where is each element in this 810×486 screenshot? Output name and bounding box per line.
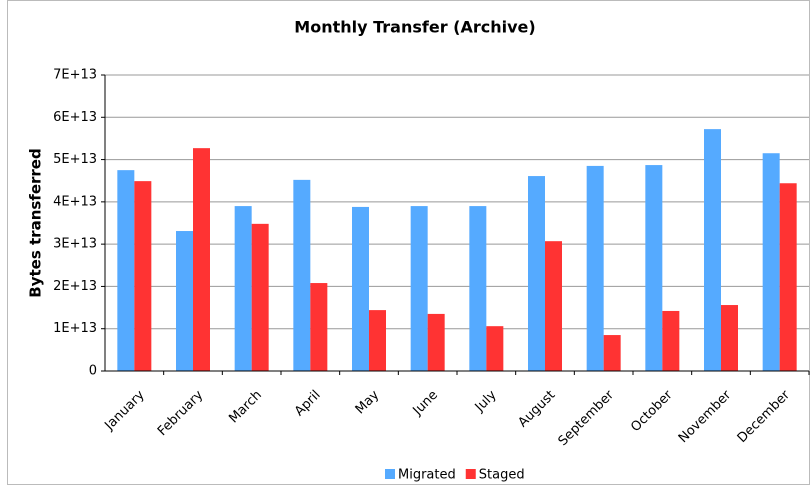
bar xyxy=(645,165,663,371)
bar xyxy=(410,206,428,371)
bar xyxy=(251,223,269,371)
x-tick-label: October xyxy=(628,387,676,435)
y-tick-label: 3E+13 xyxy=(53,237,97,252)
bar xyxy=(586,165,604,371)
x-tick-label: February xyxy=(155,387,207,439)
y-tick-label: 1E+13 xyxy=(53,321,97,336)
bar xyxy=(662,310,680,371)
bar xyxy=(369,310,386,371)
y-axis-label: Bytes transferred xyxy=(27,148,45,297)
y-tick-label: 6E+13 xyxy=(53,110,97,125)
y-tick-label: 5E+13 xyxy=(53,152,97,167)
y-tick-label: 4E+13 xyxy=(53,194,97,209)
x-tick-label: May xyxy=(353,387,383,417)
bar xyxy=(193,148,210,371)
bar xyxy=(176,231,193,371)
x-tick-label: March xyxy=(226,388,265,427)
y-tick-label: 7E+13 xyxy=(53,68,97,83)
bar xyxy=(310,283,328,371)
bar xyxy=(528,176,545,371)
chart-title: Monthly Transfer (Archive) xyxy=(294,18,535,37)
x-tick-label: June xyxy=(410,388,441,419)
x-tick-label: December xyxy=(735,387,794,446)
bar xyxy=(293,179,311,371)
bar xyxy=(117,170,135,371)
x-tick-label: April xyxy=(292,388,324,420)
bar xyxy=(762,153,780,371)
bar xyxy=(603,335,621,371)
bar xyxy=(469,206,487,371)
bar xyxy=(234,206,252,371)
legend-swatch xyxy=(465,469,476,479)
x-tick-label: November xyxy=(676,387,735,446)
bar xyxy=(721,305,738,371)
y-tick-label: 2E+13 xyxy=(53,279,97,294)
legend-label: Migrated xyxy=(398,468,456,483)
bar xyxy=(704,129,721,371)
x-tick-label: August xyxy=(516,388,559,431)
bar xyxy=(486,326,504,371)
bar xyxy=(134,181,152,371)
x-tick-label: September xyxy=(556,387,618,449)
x-tick-label: January xyxy=(101,387,147,433)
bar xyxy=(545,241,562,371)
bar xyxy=(779,183,797,371)
legend-swatch xyxy=(385,469,395,479)
legend-label: Staged xyxy=(479,468,525,483)
y-tick-label: 0 xyxy=(89,364,97,379)
bar xyxy=(352,206,369,371)
x-tick-label: July xyxy=(472,387,500,415)
bar xyxy=(427,313,445,371)
